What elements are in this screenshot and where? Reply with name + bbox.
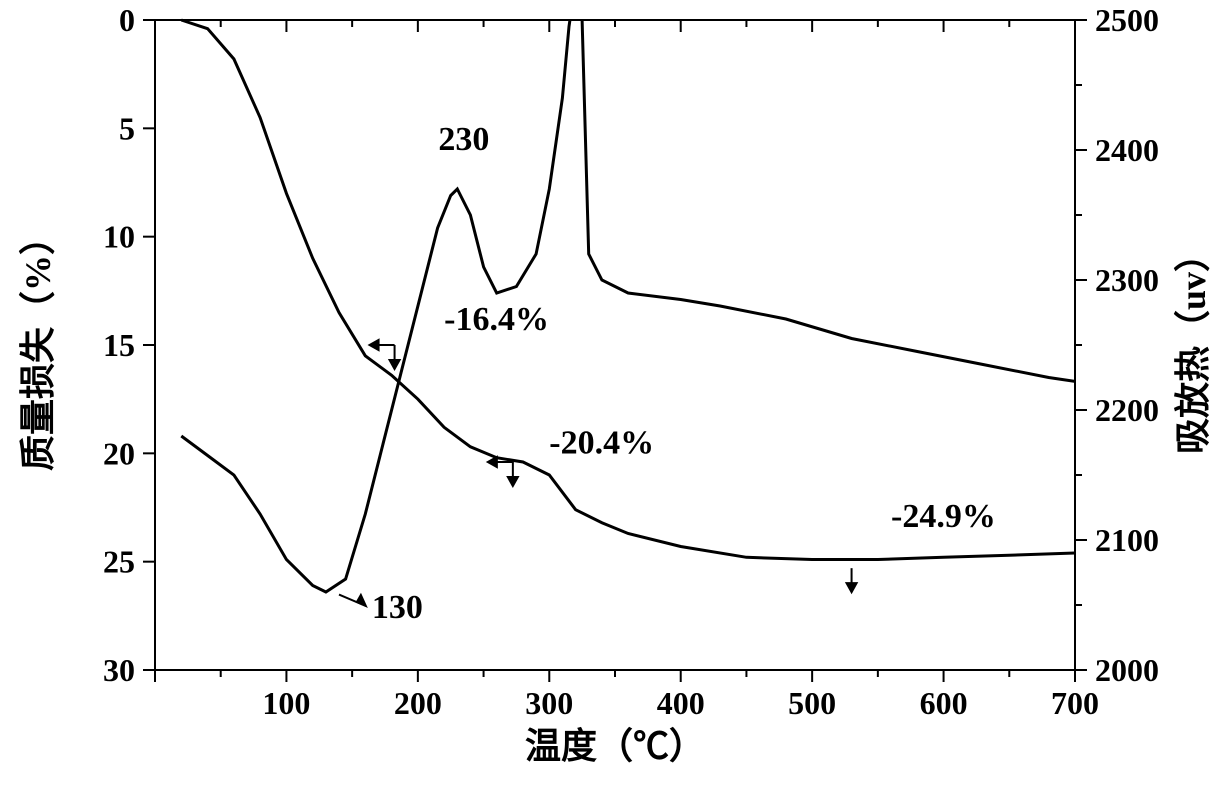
label-peak-230: 230 [438,121,489,158]
x-tick-label: 100 [262,685,310,721]
label-peak-320: 320 [641,0,692,2]
arrow-164-down-head [390,360,400,369]
x-tick-label: 500 [788,685,836,721]
chart-svg: 100 200 300 400 500 600 700 0 5 10 15 20 25 30 2000 210… [0,0,1220,798]
yl-tick-label: 30 [103,652,135,688]
yl-tick-label: 5 [119,110,135,146]
label-valley-130: 130 [372,589,423,626]
x-tick-label: 700 [1051,685,1099,721]
yl-tick-label: 25 [103,544,135,580]
x-axis-title: 温度（℃） [525,726,705,766]
yr-tick-label: 2500 [1095,2,1159,38]
label-loss-24-9: -24.9% [891,498,996,535]
y-right-title: 吸放热（uv） [1173,236,1213,454]
arrow-204-down-head [508,477,518,486]
tg-mass-loss-curve [181,20,1075,560]
x-tick-label: 600 [920,685,968,721]
x-tick-label: 400 [657,685,705,721]
y-left-title: 质量损失（%） [18,219,58,471]
yr-tick-label: 2200 [1095,392,1159,428]
label-loss-16-4: -16.4% [444,301,549,338]
plot-frame [155,20,1075,670]
arrow-204-left-head [488,457,497,467]
x-tick-label: 200 [394,685,442,721]
arrowhead-130 [357,595,366,606]
arrow-249-down-head [847,583,857,592]
x-tick-label: 300 [525,685,573,721]
label-loss-20-4: -20.4% [549,424,654,461]
yr-tick-label: 2000 [1095,652,1159,688]
tg-dta-chart: 100 200 300 400 500 600 700 0 5 10 15 20 25 30 2000 210… [0,0,1220,798]
yl-tick-label: 10 [103,219,135,255]
yr-tick-label: 2100 [1095,522,1159,558]
yl-tick-label: 0 [119,2,135,38]
arrow-164-left-head [370,340,379,350]
yr-tick-label: 2400 [1095,132,1159,168]
yl-tick-label: 20 [103,435,135,471]
yr-tick-label: 2300 [1095,262,1159,298]
yl-tick-label: 15 [103,327,135,363]
